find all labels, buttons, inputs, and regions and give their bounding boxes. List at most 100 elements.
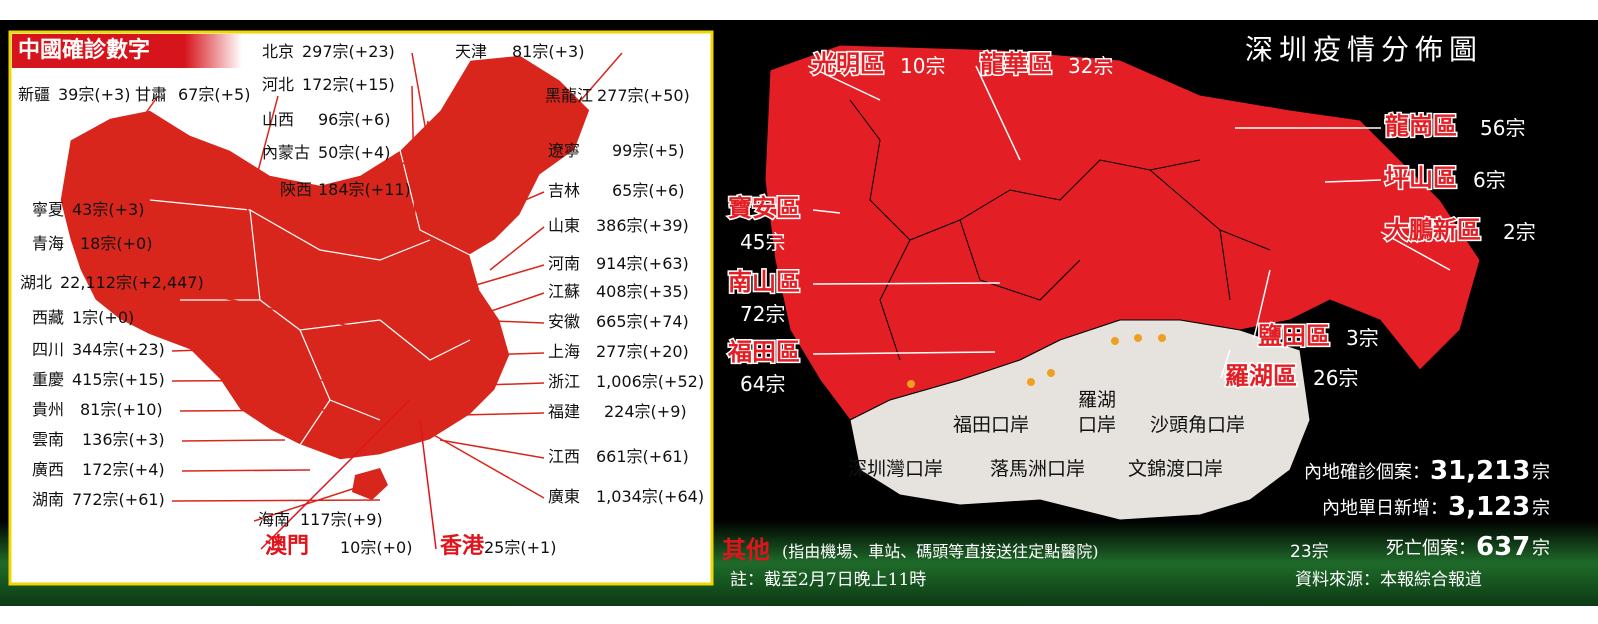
province-count: 772宗(+61) bbox=[72, 490, 165, 509]
province-count: 136宗(+3) bbox=[82, 430, 165, 449]
leader-line bbox=[812, 209, 841, 214]
province-name: 河北 bbox=[262, 75, 295, 94]
leader-line bbox=[424, 264, 545, 301]
province-name: 北京 bbox=[262, 42, 295, 61]
province-name: 山東 bbox=[548, 216, 581, 235]
leader-line bbox=[975, 65, 1021, 161]
province-count: 43宗(+3) bbox=[72, 200, 145, 219]
province-count: 224宗(+9) bbox=[604, 402, 687, 421]
province-name: 山西 bbox=[262, 110, 295, 129]
district-name: 龍崗區 bbox=[1384, 112, 1459, 140]
province-count: 386宗(+39) bbox=[596, 216, 689, 235]
district-name: 龍華區 bbox=[979, 50, 1054, 78]
leader-line bbox=[1220, 349, 1231, 379]
other-note: (指由機場、車站、碼頭等直接送往定點醫院) bbox=[782, 542, 1099, 561]
stat-value: 31,213 bbox=[1430, 456, 1531, 486]
province-count: 81宗(+10) bbox=[80, 400, 163, 419]
province-count: 415宗(+15) bbox=[72, 370, 165, 389]
province-name: 新疆 bbox=[18, 85, 51, 104]
leader-line bbox=[171, 210, 201, 251]
leader-line bbox=[439, 439, 545, 459]
district-count: 32宗 bbox=[1068, 54, 1114, 78]
stat-label: 內地單日新增： bbox=[1322, 498, 1448, 519]
province-count: 172宗(+4) bbox=[82, 460, 165, 479]
province-count: 50宗(+4) bbox=[318, 143, 391, 162]
leader-line bbox=[494, 151, 545, 211]
district-name: 坪山區 bbox=[1384, 164, 1459, 192]
leader-line bbox=[171, 346, 301, 352]
leader-line bbox=[1253, 269, 1271, 339]
other-count: 23宗 bbox=[1290, 542, 1329, 562]
leader-line bbox=[253, 479, 381, 522]
shenzhen-title: 深圳疫情分佈圖 bbox=[1245, 33, 1484, 66]
province-name: 江蘇 bbox=[548, 282, 581, 301]
province-name: 天津 bbox=[455, 42, 488, 61]
province-name: 青海 bbox=[32, 234, 65, 253]
province-name: 香港 bbox=[440, 534, 485, 559]
district-name: 南山區 bbox=[727, 268, 802, 296]
province-name: 廣東 bbox=[548, 487, 581, 506]
leader-line bbox=[1380, 231, 1451, 271]
province-count: 172宗(+15) bbox=[302, 75, 395, 94]
china-title: 中國確診數字 bbox=[18, 38, 151, 63]
port-label: 羅湖口岸 bbox=[1078, 389, 1117, 436]
leader-line bbox=[489, 191, 545, 216]
leader-line bbox=[179, 244, 201, 259]
other-label: 其他 bbox=[722, 536, 770, 564]
province-name: 重慶 bbox=[32, 370, 65, 389]
stat-unit: 宗 bbox=[1532, 498, 1550, 519]
province-count: 1,034宗(+64) bbox=[596, 487, 705, 506]
leader-line bbox=[384, 190, 429, 251]
stat-unit: 宗 bbox=[1532, 538, 1550, 559]
province-name: 江西 bbox=[548, 447, 581, 466]
port-label: 沙頭角口岸 bbox=[1150, 414, 1246, 436]
province-name: 澳門 bbox=[265, 534, 310, 559]
footnote: 註：截至2月7日晚上11時 bbox=[730, 570, 927, 590]
leader-line bbox=[179, 409, 341, 412]
leader-line bbox=[812, 351, 996, 355]
leader-line bbox=[260, 399, 411, 550]
district-count: 56宗 bbox=[1480, 116, 1526, 140]
province-name: 湖北 bbox=[20, 273, 53, 292]
province-name: 內蒙古 bbox=[262, 143, 311, 162]
port-label: 福田口岸 bbox=[953, 414, 1030, 436]
district-name: 鹽田區 bbox=[1257, 322, 1332, 350]
province-name: 遼寧 bbox=[548, 141, 581, 160]
province-name: 陝西 bbox=[280, 180, 313, 199]
port-label: 落馬洲口岸 bbox=[990, 458, 1086, 480]
leader-line bbox=[539, 96, 542, 101]
district-count: 45宗 bbox=[740, 230, 786, 254]
stat-value: 3,123 bbox=[1448, 492, 1531, 522]
province-count: 39宗(+3) bbox=[58, 85, 131, 104]
district-count: 10宗 bbox=[900, 54, 946, 78]
province-count: 184宗(+11) bbox=[318, 180, 411, 199]
province-count: 277宗(+20) bbox=[596, 342, 689, 361]
leader-line bbox=[181, 469, 311, 472]
leader-line bbox=[812, 282, 1001, 285]
province-count: 81宗(+3) bbox=[512, 42, 585, 61]
province-name: 吉林 bbox=[548, 181, 581, 200]
stat-label: 死亡個案： bbox=[1386, 538, 1476, 559]
province-count: 67宗(+5) bbox=[178, 85, 251, 104]
province-name: 福建 bbox=[548, 402, 581, 421]
leader-line bbox=[159, 314, 173, 320]
province-count: 96宗(+6) bbox=[318, 110, 391, 129]
district-count: 6宗 bbox=[1473, 168, 1506, 192]
district-name: 福田區 bbox=[727, 338, 802, 366]
province-count: 1,006宗(+52) bbox=[596, 372, 705, 391]
province-count: 65宗(+6) bbox=[612, 181, 685, 200]
province-count: 22,112宗(+2,447) bbox=[60, 273, 204, 292]
district-count: 3宗 bbox=[1346, 326, 1379, 350]
leader-line bbox=[424, 429, 545, 499]
district-count: 26宗 bbox=[1313, 366, 1359, 390]
stat-label: 內地確診個案： bbox=[1304, 462, 1430, 483]
province-count: 117宗(+9) bbox=[300, 510, 383, 529]
province-count: 99宗(+5) bbox=[612, 141, 685, 160]
province-count: 665宗(+74) bbox=[596, 312, 689, 331]
province-name: 西藏 bbox=[32, 308, 65, 327]
leader-line bbox=[807, 65, 881, 101]
province-count: 10宗(+0) bbox=[340, 538, 413, 557]
port-label: 文錦渡口岸 bbox=[1128, 458, 1224, 480]
